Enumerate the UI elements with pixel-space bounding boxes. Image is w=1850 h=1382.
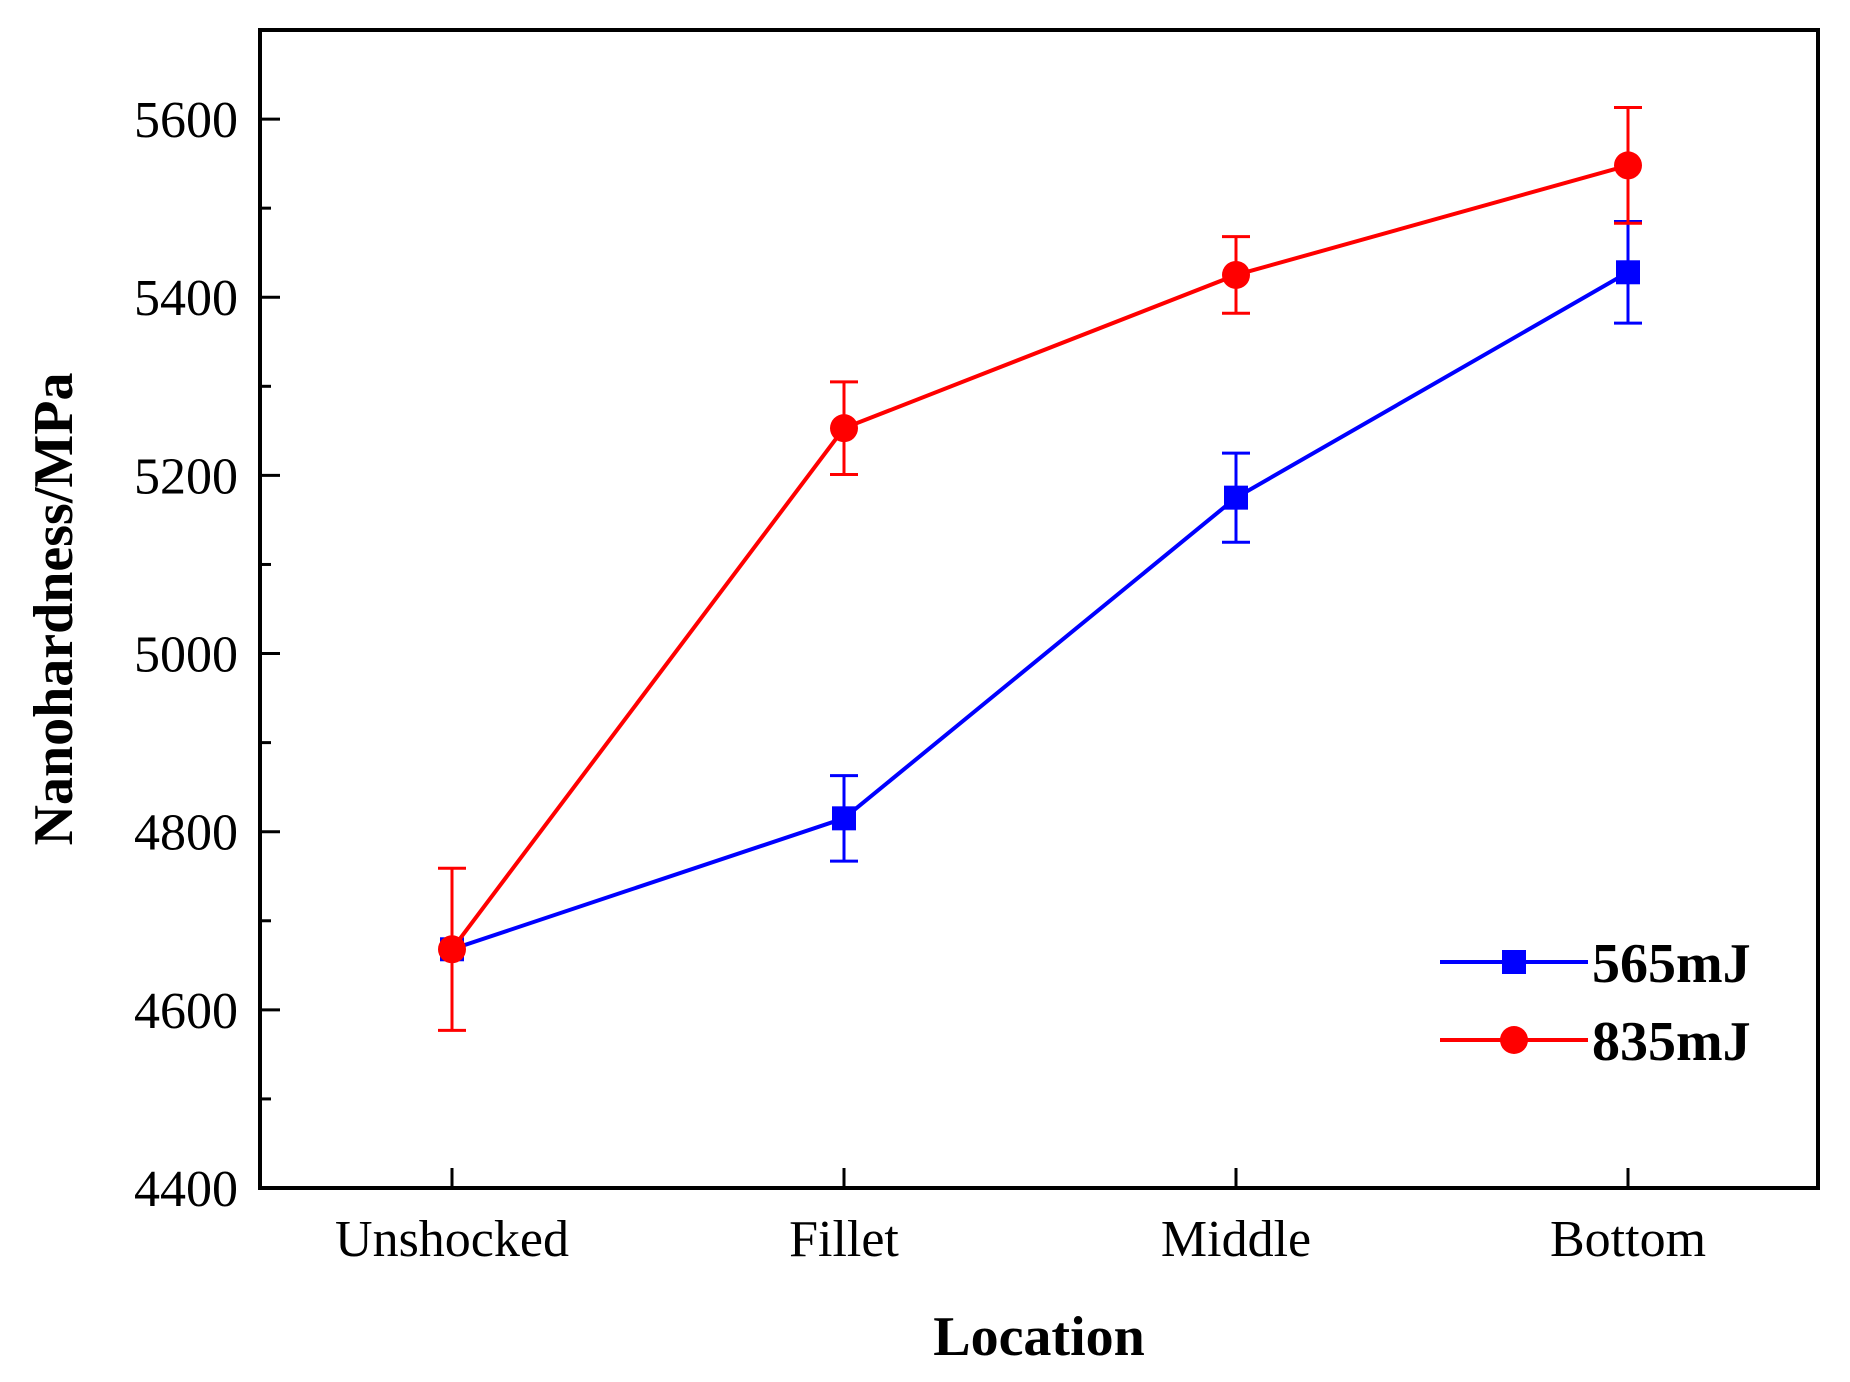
x-tick-label: Unshocked bbox=[335, 1211, 569, 1268]
series-line bbox=[450, 163, 1629, 951]
y-tick-label: 4800 bbox=[134, 805, 238, 862]
x-tick-label: Fillet bbox=[789, 1211, 899, 1268]
legend-label: 835mJ bbox=[1592, 1011, 1751, 1073]
plot-layer bbox=[438, 105, 1642, 1032]
legend-marker bbox=[1500, 1026, 1528, 1054]
data-point bbox=[438, 935, 466, 964]
data-point bbox=[830, 414, 858, 443]
data-point bbox=[1614, 151, 1642, 180]
data-point bbox=[1616, 260, 1640, 285]
legend-marker bbox=[1502, 950, 1526, 974]
y-tick-label: 4600 bbox=[134, 983, 238, 1040]
y-axis-title: Nanohardness/MPa bbox=[23, 373, 85, 846]
plot-frame bbox=[258, 28, 1820, 1190]
x-axis-title: Location bbox=[933, 1306, 1145, 1368]
data-point bbox=[832, 806, 856, 831]
legend-item: 835mJ bbox=[1440, 1011, 1751, 1073]
legend-label: 565mJ bbox=[1592, 933, 1751, 995]
series-line bbox=[451, 270, 1629, 952]
x-tick-label: Bottom bbox=[1550, 1211, 1706, 1268]
x-axis: Unshocked Fillet Middle Bottom bbox=[335, 1168, 1706, 1268]
series-835mJ bbox=[438, 105, 1642, 1032]
data-point bbox=[1224, 485, 1248, 510]
y-tick-label: 5400 bbox=[134, 270, 238, 327]
legend-item: 565mJ bbox=[1440, 933, 1751, 995]
y-tick-label: 4400 bbox=[134, 1161, 238, 1218]
y-tick-label: 5000 bbox=[134, 627, 238, 684]
y-axis: 4400 4600 4800 5000 5200 5400 5600 bbox=[134, 92, 280, 1218]
legend: 565mJ 835mJ bbox=[1440, 933, 1751, 1073]
series-565mJ bbox=[440, 220, 1642, 962]
data-point bbox=[1222, 260, 1250, 289]
y-tick-label: 5600 bbox=[134, 92, 238, 149]
x-tick-label: Middle bbox=[1161, 1211, 1311, 1268]
y-tick-label: 5200 bbox=[134, 448, 238, 505]
